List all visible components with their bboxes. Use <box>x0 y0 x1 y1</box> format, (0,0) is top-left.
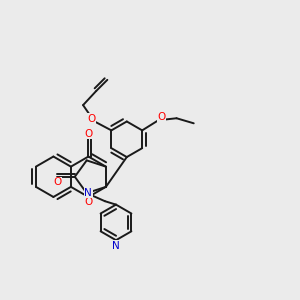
Text: O: O <box>84 197 92 207</box>
Text: O: O <box>88 114 96 124</box>
Text: N: N <box>112 241 120 250</box>
Text: O: O <box>84 129 92 139</box>
Text: O: O <box>157 112 165 122</box>
Text: O: O <box>53 177 62 187</box>
Text: N: N <box>84 188 92 198</box>
